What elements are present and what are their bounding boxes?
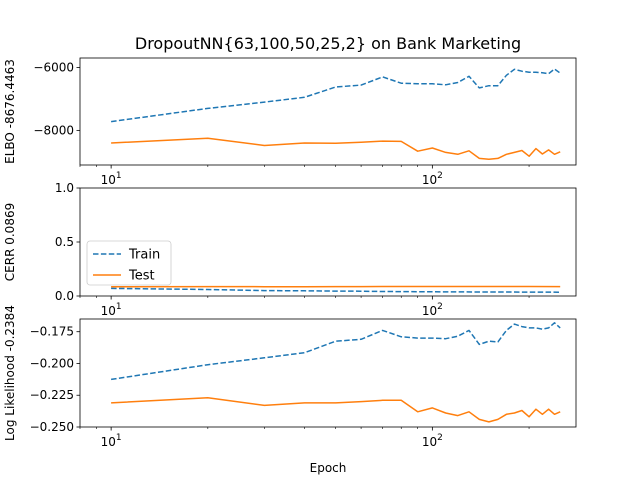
series-line-train (111, 287, 561, 293)
y-tick-label: −0.225 (30, 388, 74, 402)
x-axis-label: Epoch (310, 461, 347, 475)
y-tick-label: −0.250 (30, 420, 74, 434)
series-line-test (111, 137, 561, 161)
chart-title: DropoutNN{63,100,50,25,2} on Bank Market… (135, 34, 521, 53)
legend-label-train: Train (128, 248, 160, 263)
x-tick-label: 101 (101, 433, 122, 449)
y-axis-label: Log Likelihood -0.2384 (3, 305, 17, 441)
y-tick-label: −0.200 (30, 356, 74, 370)
legend-box (86, 240, 172, 286)
series-line-test (111, 397, 561, 423)
y-axis-label: ELBO -8676.4463 (3, 59, 17, 164)
axes-frame-3 (79, 318, 577, 428)
x-tick-label: 101 (101, 171, 122, 187)
y-tick-label: −6000 (33, 60, 74, 74)
legend-label-test: Test (128, 269, 155, 284)
series-line-train (110, 68, 561, 123)
x-tick-label: 102 (422, 433, 443, 449)
x-tick-label: 102 (422, 171, 443, 187)
x-tick-label: 102 (422, 302, 443, 318)
y-tick-label: −0.175 (30, 325, 74, 339)
axes-frame-1 (79, 57, 577, 166)
y-tick-label: −8000 (33, 123, 74, 137)
series-line-train (110, 322, 561, 381)
y-tick-label: 0.5 (55, 235, 74, 249)
y-axis-label: CERR 0.0869 (3, 203, 17, 281)
y-tick-label: 0.0 (55, 289, 74, 303)
x-tick-label: 101 (101, 302, 122, 318)
y-tick-label: 1.0 (55, 181, 74, 195)
